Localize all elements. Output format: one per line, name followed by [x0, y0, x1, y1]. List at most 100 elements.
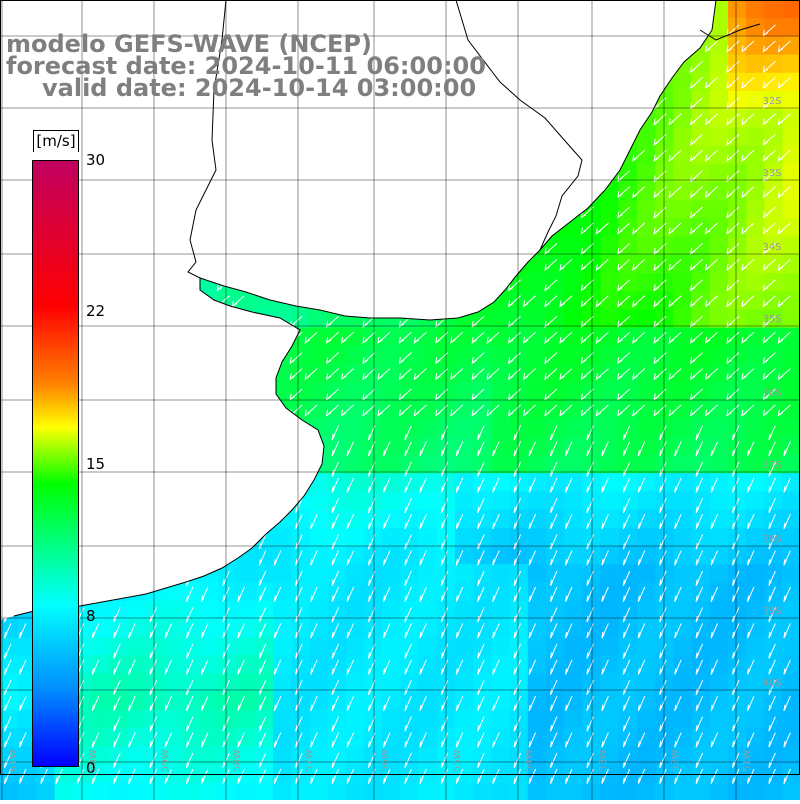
wind-arrow [622, 586, 631, 602]
wind-arrow [762, 368, 776, 381]
longitude-labels: 61W 60W 59W 58W 57W 56W 55W 54W 53W 52W 51W [8, 749, 753, 772]
wind-arrow [704, 295, 718, 308]
wind-arrow [113, 643, 121, 659]
wind-arrow [768, 441, 776, 457]
wind-arrow [346, 659, 355, 675]
wind-arrow [362, 368, 376, 381]
wind-arrow [689, 170, 703, 183]
wind-arrow [237, 732, 245, 748]
wind-arrow [695, 643, 704, 659]
wind-arrow [310, 586, 318, 602]
wind-arrow [622, 732, 631, 748]
wind-arrow [704, 149, 718, 162]
wind-arrow [55, 768, 63, 784]
wind-arrow [622, 623, 631, 639]
wind-arrow [710, 477, 719, 493]
wind-arrow [362, 352, 376, 365]
wind-arrow [440, 768, 449, 784]
wind-arrow [295, 695, 303, 712]
wind-arrow [331, 716, 340, 732]
wind-arrow [726, 133, 740, 146]
wind-arrow [762, 133, 776, 146]
wind-arrow [528, 659, 537, 675]
wind-arrow [768, 768, 776, 784]
wind-arrow [513, 477, 522, 493]
wind-arrow [455, 513, 464, 530]
wind-arrow [550, 586, 558, 602]
wind-arrow [325, 331, 339, 344]
wind-arrow [747, 513, 755, 530]
wind-arrow [689, 352, 703, 365]
longitude-label: 54W [524, 749, 535, 772]
wind-arrow [455, 477, 464, 493]
wind-arrow [695, 659, 704, 675]
wind-arrow [695, 752, 704, 768]
wind-arrow [149, 623, 158, 639]
wind-arrow [741, 331, 755, 344]
wind-arrow [659, 425, 667, 441]
title-valid-date: valid date: 2024-10-14 03:00:00 [42, 74, 477, 102]
wind-arrow [492, 732, 500, 748]
wind-arrow [544, 279, 558, 292]
wind-arrow [632, 368, 646, 381]
wind-arrow [637, 732, 646, 748]
colorbar-tick-22: 22 [86, 302, 106, 320]
wind-arrow [486, 331, 500, 344]
wind-arrow [477, 716, 485, 732]
title-model: modelo GEFS-WAVE (NCEP) [6, 30, 372, 58]
longitude-label: 59W [160, 749, 171, 772]
wind-arrow [4, 643, 12, 659]
wind-arrow [340, 331, 354, 344]
wind-arrow [565, 659, 573, 675]
wind-arrow [325, 368, 339, 381]
wind-arrow [741, 149, 755, 162]
wind-arrow [383, 477, 391, 493]
wind-arrow [565, 477, 573, 493]
wind-arrow [783, 477, 791, 493]
wind-arrow [777, 40, 791, 53]
wind-arrow [617, 368, 631, 381]
wind-arrow [768, 732, 776, 748]
wind-arrow [622, 513, 631, 530]
wind-arrow [258, 695, 267, 712]
wind-arrow [777, 331, 791, 344]
wind-arrow [710, 732, 719, 748]
wind-arrow [477, 586, 485, 602]
wind-arrow [91, 623, 100, 639]
wind-arrow [550, 752, 558, 768]
wind-arrow [565, 513, 573, 530]
wind-arrow [617, 133, 631, 146]
land-mask [0, 0, 716, 620]
wind-arrow [668, 331, 682, 344]
wind-arrow [595, 259, 609, 272]
wind-arrow [762, 222, 776, 235]
wind-arrow [617, 295, 631, 308]
wind-arrow [477, 570, 485, 586]
wind-arrow [674, 586, 682, 602]
wind-arrow [689, 295, 703, 308]
wind-arrow [113, 695, 121, 712]
wind-arrow [580, 404, 594, 417]
wind-arrow [513, 570, 522, 586]
wind-arrow [726, 295, 740, 308]
wind-arrow [741, 186, 755, 199]
wind-arrow [419, 441, 427, 457]
longitude-label: 51W [742, 749, 753, 772]
wind-arrow [601, 695, 609, 712]
wind-arrow [544, 259, 558, 272]
wind-arrow [295, 623, 303, 639]
wind-arrow [632, 186, 646, 199]
wind-arrow [295, 679, 303, 696]
wind-arrow [768, 586, 776, 602]
wind-arrow [637, 441, 646, 457]
wind-arrow [273, 732, 282, 748]
wind-arrow [419, 550, 427, 566]
latitude-label: 32S [762, 96, 781, 107]
wind-arrow [762, 206, 776, 219]
wind-arrow [398, 368, 412, 381]
wind-arrow [507, 295, 521, 308]
wind-arrow [477, 623, 485, 639]
wind-arrow [595, 295, 609, 308]
wind-arrow [4, 659, 12, 675]
